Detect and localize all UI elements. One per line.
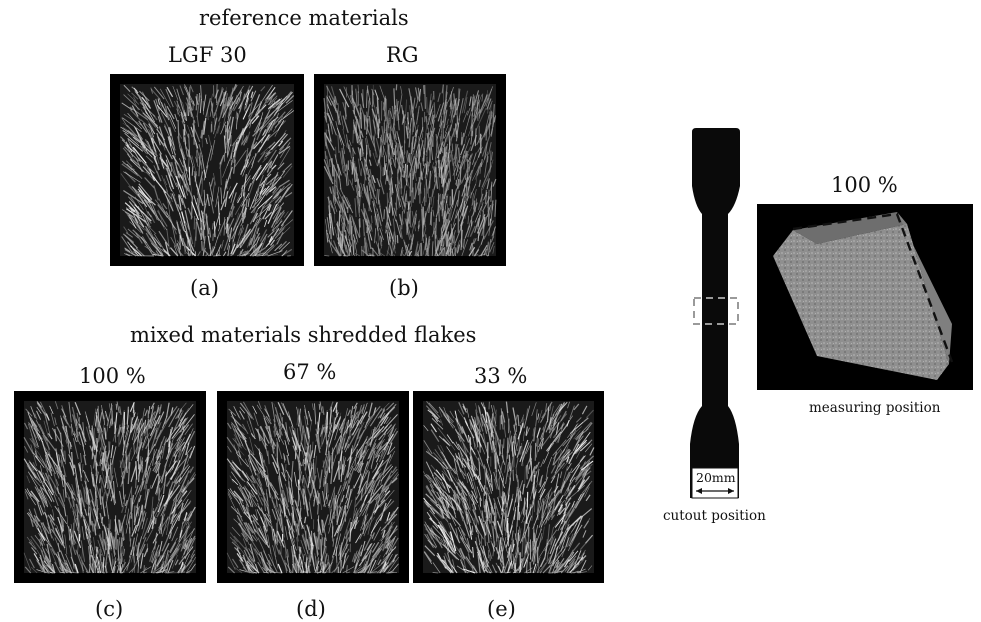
ct-scan-panel-d xyxy=(217,391,409,583)
ct-scan-panel-a xyxy=(110,74,304,266)
panel-e-caption: (e) xyxy=(487,597,516,621)
ct-scan-panel-e xyxy=(413,391,604,583)
panel-d-label: 67 % xyxy=(283,360,337,384)
panel-b-caption: (b) xyxy=(389,276,419,300)
measurement-label: 100 % xyxy=(831,173,898,197)
reference-materials-heading: reference materials xyxy=(199,6,409,30)
panel-d-caption: (d) xyxy=(296,597,326,621)
panel-b-label: RG xyxy=(386,43,419,67)
mixed-materials-heading: mixed materials shredded flakes xyxy=(130,323,477,347)
panel-c-label: 100 % xyxy=(79,364,146,388)
panel-e-label: 33 % xyxy=(474,364,528,388)
ct-scan-panel-b xyxy=(314,74,506,266)
ct-scan-panel-c xyxy=(14,391,206,583)
tensile-specimen xyxy=(690,128,740,499)
specimen-width-label: 20mm xyxy=(696,470,736,485)
panel-c-caption: (c) xyxy=(95,597,124,621)
panel-a-label: LGF 30 xyxy=(168,43,247,67)
measuring-position-caption: measuring position xyxy=(809,400,941,416)
cutout-position-caption: cutout position xyxy=(663,508,766,524)
ct-3d-volume-panel xyxy=(757,204,973,390)
panel-a-caption: (a) xyxy=(190,276,219,300)
